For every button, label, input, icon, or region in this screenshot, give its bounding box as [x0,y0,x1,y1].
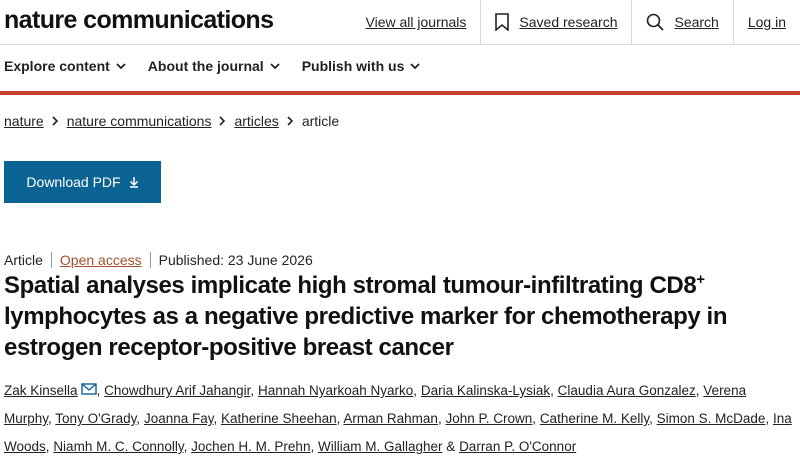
separator: , [765,411,770,426]
menu-text: Publish with us [301,58,405,74]
author[interactable]: Simon S. McDade [656,411,766,426]
crumb-arrow [287,116,293,126]
article-title: Spatial analyses implicate high stromal … [4,270,794,363]
sub-nav: Explore content About the journal Publis… [4,58,420,74]
crumb-current: article [301,113,340,129]
title-text: Spatial analyses implicate high stromal … [4,272,697,299]
download-icon [129,177,138,188]
author[interactable]: Daria Kalinska-Lysiak [420,383,551,398]
author[interactable]: Chowdhury Arif Jahangir [104,383,251,398]
author[interactable]: Verena Murphy [4,383,747,426]
chevron [116,62,126,69]
author[interactable]: John P. Crown [445,411,533,426]
separator: , [96,383,101,398]
separator: , [649,411,653,426]
author[interactable]: Katherine Sheehan [221,411,337,426]
author[interactable]: Joanna Fay [143,411,214,426]
separator: , [310,439,315,454]
button-text: Download PDF [26,174,121,190]
separator: , [136,411,141,426]
nav-link[interactable]: Saved research [480,0,631,44]
article-type: Article [4,252,43,268]
link-text: Saved research [519,14,618,30]
separator: , [213,411,218,426]
author[interactable]: Ina Woods [4,411,792,454]
author[interactable]: Hannah Nyarkoah Nyarko [257,383,414,398]
menu-text: About the journal [147,58,264,74]
divider [0,91,800,95]
nav-link[interactable]: Search [631,0,732,44]
brand[interactable]: nature communications [4,6,274,34]
separator: , [45,439,50,454]
bookmark-icon [495,13,510,31]
author[interactable]: Catherine M. Kelly [539,411,650,426]
author[interactable]: Tony O'Grady [55,411,137,426]
author-list: Zak Kinsella, Chowdhury Arif Jahangir, H… [4,377,796,461]
separator: , [550,383,554,398]
link-text: View all journals [365,14,467,30]
crumb[interactable]: articles [234,113,279,129]
chevron [410,62,420,69]
author[interactable]: Arman Rahman [343,411,438,426]
menu[interactable]: About the journal [148,58,280,74]
separator: , [413,383,418,398]
link-text: Search [674,14,719,30]
author[interactable]: Darran P. O'Connor [459,439,577,454]
author[interactable]: Niamh M. C. Connolly [53,439,184,454]
link-text: Log in [747,14,786,30]
crumb-arrow [219,116,226,126]
top-nav: View all journals Saved research Search … [352,0,800,44]
separator: , [250,383,255,398]
author[interactable]: William M. Gallagher [317,439,443,454]
separator: , [532,411,537,426]
menu-text: Explore content [4,58,110,74]
article-meta: Article Open access Published: 23 June 2… [4,252,313,268]
separator: , [183,439,188,454]
top-bar: nature communications View all journals … [0,0,800,45]
breadcrumbs: nature nature communications articles ar… [4,113,339,129]
published: Published: 23 June 2026 [158,252,313,268]
title-text: lymphocytes as a negative predictive mar… [4,303,728,361]
separator [50,252,52,268]
menu[interactable]: Publish with us [302,58,421,74]
separator: , [437,411,442,426]
menu[interactable]: Explore content [4,58,126,74]
mail-icon[interactable] [80,383,97,395]
superscript: + [696,271,705,288]
open-access[interactable]: Open access [59,252,142,268]
nav-link[interactable]: View all journals [352,0,481,44]
search-icon [647,13,665,31]
separator [149,252,151,268]
crumb[interactable]: nature communications [66,113,212,129]
nav-link[interactable]: Log in [732,0,800,44]
separator: , [48,411,52,426]
author[interactable]: Claudia Aura Gonzalez [557,383,696,398]
author[interactable]: Zak Kinsella [4,383,78,398]
separator: , [336,411,341,426]
author[interactable]: Jochen H. M. Prehn [191,439,311,454]
download-button[interactable]: Download PDF [4,161,161,203]
crumb[interactable]: nature [4,113,44,129]
crumb-arrow [52,116,58,126]
chevron [270,62,280,69]
separator: & [446,439,456,454]
separator: , [695,383,700,398]
